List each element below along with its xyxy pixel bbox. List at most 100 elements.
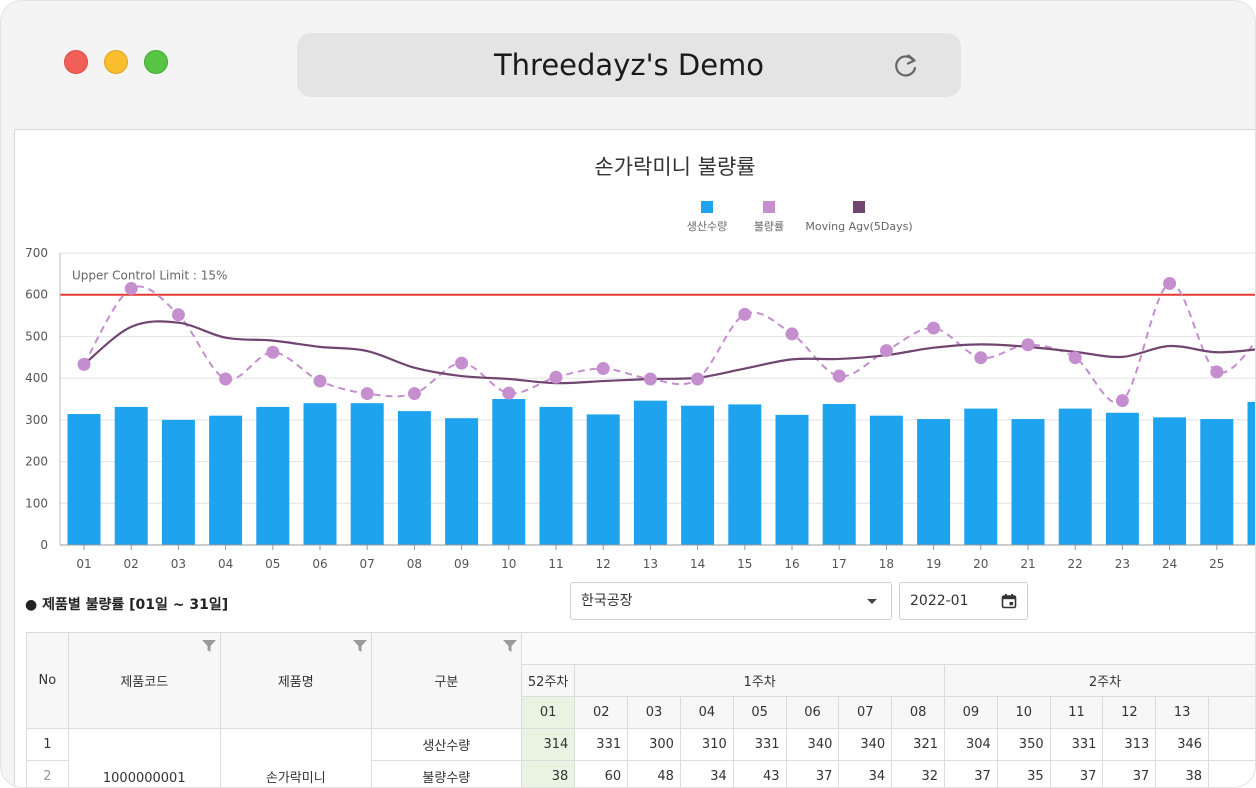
header-day: 10 xyxy=(996,696,1051,729)
defect-rate-point[interactable] xyxy=(832,369,846,383)
production-bar[interactable] xyxy=(728,404,762,545)
production-bar[interactable] xyxy=(67,414,101,545)
value-cell: 331 xyxy=(1049,728,1104,761)
x-tick-label: 19 xyxy=(926,557,941,571)
header-day: 11 xyxy=(1049,696,1104,729)
production-bar[interactable] xyxy=(1200,419,1234,545)
defect-rate-point[interactable] xyxy=(360,387,374,401)
x-tick-label: 16 xyxy=(784,557,799,571)
filter-icon[interactable] xyxy=(352,639,367,653)
control-limit-label: Upper Control Limit : 15% xyxy=(72,269,227,283)
legend-label[interactable]: Moving Agv(5Days) xyxy=(805,220,912,233)
value-cell: 37 xyxy=(944,760,998,787)
defect-rate-point[interactable] xyxy=(77,357,91,371)
x-tick-label: 22 xyxy=(1068,557,1083,571)
filter-icon[interactable] xyxy=(502,639,517,653)
header-type-label: 구분 xyxy=(434,675,459,690)
minimize-window-button[interactable] xyxy=(104,50,128,74)
production-bar[interactable] xyxy=(1058,408,1092,545)
defect-rate-point[interactable] xyxy=(738,307,752,321)
defect-rate-point[interactable] xyxy=(596,362,610,376)
close-window-button[interactable] xyxy=(64,50,88,74)
defect-rate-point[interactable] xyxy=(1210,365,1224,379)
value-cell: 60 xyxy=(574,760,629,787)
production-bar[interactable] xyxy=(1011,419,1045,545)
product-code-cell: 1000000001 xyxy=(67,728,221,787)
header-week-1: 1주차 xyxy=(574,664,945,697)
production-bar[interactable] xyxy=(1153,417,1187,545)
defect-rate-point[interactable] xyxy=(124,281,138,295)
value-cell: 38 xyxy=(520,760,576,787)
production-bar[interactable] xyxy=(586,414,620,545)
address-bar[interactable]: Threedayz's Demo xyxy=(297,33,961,97)
defect-rate-point[interactable] xyxy=(1115,394,1129,408)
reload-icon[interactable] xyxy=(891,51,921,81)
production-bar[interactable] xyxy=(633,400,667,545)
defect-rate-point[interactable] xyxy=(691,372,705,386)
production-bar[interactable] xyxy=(114,406,148,545)
production-bar[interactable] xyxy=(161,419,195,545)
defect-rate-point[interactable] xyxy=(502,386,516,400)
defect-rate-point[interactable] xyxy=(927,321,941,335)
production-bar[interactable] xyxy=(492,399,526,545)
chart-lines: Upper Control Limit : 15% xyxy=(60,269,1255,408)
header-product-name[interactable]: 제품명 xyxy=(219,632,372,729)
production-bar[interactable] xyxy=(917,419,951,545)
production-bar[interactable] xyxy=(869,415,903,545)
table-row[interactable]: 1 1000000001 손가락미니 생산수량 314 331 300 310 331 340 34… xyxy=(26,728,1255,787)
y-tick-label: 0 xyxy=(40,538,48,552)
production-bar[interactable] xyxy=(964,408,998,545)
month-input-value: 2022-01 xyxy=(910,593,969,609)
header-no[interactable]: No xyxy=(26,632,69,729)
defect-rate-point[interactable] xyxy=(879,344,893,358)
header-product-code[interactable]: 제품코드 xyxy=(67,632,221,729)
production-bar[interactable] xyxy=(256,406,290,545)
production-bar[interactable] xyxy=(350,403,384,545)
y-tick-label: 100 xyxy=(25,496,48,510)
production-bar[interactable] xyxy=(775,414,809,545)
production-bar[interactable] xyxy=(1247,401,1256,545)
y-tick-label: 500 xyxy=(25,329,48,343)
defect-rate-point[interactable] xyxy=(266,345,280,359)
production-bar[interactable] xyxy=(822,404,856,545)
header-day: 07 xyxy=(838,696,893,729)
defect-rate-line xyxy=(83,282,1255,404)
x-tick-label: 18 xyxy=(879,557,894,571)
defect-rate-point[interactable] xyxy=(643,372,657,386)
production-bar[interactable] xyxy=(397,411,431,545)
production-bar[interactable] xyxy=(1105,412,1139,545)
x-tick-label: 13 xyxy=(643,557,658,571)
defect-rate-point[interactable] xyxy=(455,356,469,370)
defect-rate-point[interactable] xyxy=(313,374,327,388)
table-row[interactable]: 2 불량수량 38 60 48 34 43 37 34 32 37 35 37 37 38 xyxy=(26,760,1255,787)
header-type[interactable]: 구분 xyxy=(370,632,522,729)
production-bar[interactable] xyxy=(539,406,573,545)
month-input[interactable]: 2022-01 xyxy=(899,582,1028,620)
calendar-icon[interactable] xyxy=(1001,593,1017,609)
factory-select[interactable]: 한국공장 xyxy=(570,582,892,620)
defect-rate-point[interactable] xyxy=(1163,276,1177,290)
header-day: 06 xyxy=(785,696,840,729)
defect-rate-point[interactable] xyxy=(974,351,988,365)
defect-rate-point[interactable] xyxy=(549,370,563,384)
header-day: 08 xyxy=(891,696,945,729)
defect-rate-point[interactable] xyxy=(171,308,185,322)
filter-icon[interactable] xyxy=(201,639,216,653)
y-tick-label: 300 xyxy=(25,413,48,427)
maximize-window-button[interactable] xyxy=(144,50,168,74)
production-bar[interactable] xyxy=(303,403,337,545)
defect-rate-point[interactable] xyxy=(1068,351,1082,365)
production-bar[interactable] xyxy=(445,418,479,545)
x-tick-label: 24 xyxy=(1162,557,1177,571)
defect-rate-point[interactable] xyxy=(1021,338,1035,352)
production-bar[interactable] xyxy=(681,405,715,545)
defect-rate-point[interactable] xyxy=(407,387,421,401)
header-week-52: 52주차 xyxy=(520,664,576,697)
row-number: 1 xyxy=(26,728,69,761)
window-title: Threedayz's Demo xyxy=(493,48,765,82)
legend-label[interactable]: 불량률 xyxy=(754,220,784,233)
defect-rate-point[interactable] xyxy=(219,372,233,386)
defect-rate-point[interactable] xyxy=(785,327,799,341)
production-bar[interactable] xyxy=(209,415,243,545)
legend-label[interactable]: 생산수량 xyxy=(687,220,727,233)
